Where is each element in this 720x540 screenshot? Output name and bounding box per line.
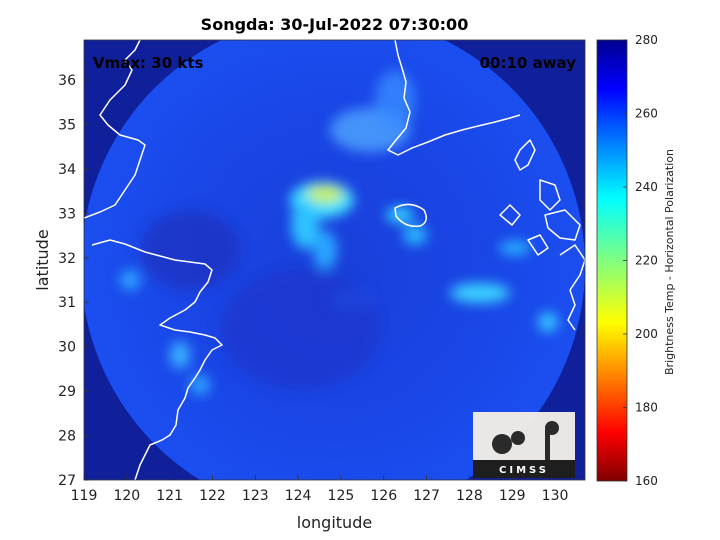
y-tick-label: 27 <box>58 473 76 489</box>
jeju-island <box>394 203 427 228</box>
coastlines <box>84 40 585 480</box>
y-tick-label: 32 <box>58 251 76 267</box>
x-axis-label: longitude <box>297 513 372 532</box>
y-axis-ticks: 27 28 29 30 31 32 33 34 35 36 <box>58 73 89 489</box>
southeast-cell <box>538 312 558 332</box>
spiral-arm-left <box>291 201 319 249</box>
x-tick-label: 126 <box>370 488 397 504</box>
x-axis-ticks: 119 120 121 122 123 124 125 126 127 128 129 130 <box>71 475 569 504</box>
colorbar-tick-label: 160 <box>635 474 658 488</box>
band-east-2 <box>403 225 427 245</box>
logo-text: CIMSS <box>499 465 549 476</box>
x-tick-label: 130 <box>542 488 569 504</box>
dark-left <box>140 210 240 290</box>
colorbar-tick-label: 260 <box>635 107 658 121</box>
colorbar-tick-label: 200 <box>635 327 658 341</box>
axes-box <box>83 39 586 481</box>
chart-title: Songda: 30-Jul-2022 07:30:00 <box>201 15 469 34</box>
y-tick-label: 30 <box>58 340 76 356</box>
vmax-annotation: Vmax: 30 kts <box>93 54 203 72</box>
logo-radar-dish <box>492 434 512 454</box>
y-tick-label: 29 <box>58 384 76 400</box>
logo-tower <box>545 430 550 462</box>
korea-coast <box>387 40 521 156</box>
y-tick-label: 31 <box>58 295 76 311</box>
x-tick-label: 128 <box>456 488 483 504</box>
japan-coast-2 <box>499 204 549 256</box>
x-tick-label: 129 <box>499 488 526 504</box>
dark-center <box>220 270 380 390</box>
x-tick-label: 120 <box>113 488 140 504</box>
west-cell-3 <box>190 375 210 395</box>
yellow-band-core <box>307 185 343 203</box>
colorbar-tick-label: 240 <box>635 180 658 194</box>
japan-coast <box>514 139 585 331</box>
colorbar-ticks: 160 180 200 220 240 260 280 <box>623 33 658 488</box>
china-coast <box>84 40 146 219</box>
x-tick-label: 125 <box>328 488 355 504</box>
west-cell-1 <box>120 270 140 290</box>
y-axis-label: latitude <box>33 229 52 290</box>
logo-ground <box>473 460 575 478</box>
colorbar-tick-label: 220 <box>635 254 658 268</box>
cimss-logo: CIMSS <box>473 412 575 478</box>
west-cell-2 <box>170 341 190 369</box>
x-tick-label: 123 <box>242 488 269 504</box>
eastern-band <box>450 283 510 303</box>
band-east-1 <box>386 207 414 223</box>
logo-radar-dish-2 <box>511 431 525 445</box>
colorbar-tick-label: 180 <box>635 401 658 415</box>
spiral-arm-lower <box>313 230 337 270</box>
x-tick-label: 121 <box>156 488 183 504</box>
y-tick-label: 33 <box>58 206 76 222</box>
y-tick-label: 34 <box>58 162 76 178</box>
x-tick-label: 122 <box>199 488 226 504</box>
colorbar-tick-label: 280 <box>635 33 658 47</box>
y-tick-label: 36 <box>58 73 76 89</box>
eastern-band-2 <box>499 241 531 255</box>
north-arc-blob-2 <box>375 70 415 130</box>
colorbar <box>596 39 628 482</box>
logo-tower-ball <box>545 421 559 435</box>
colorbar-label: Brightness Temp - Horizontal Polarizatio… <box>663 149 676 375</box>
x-tick-label: 119 <box>71 488 98 504</box>
y-tick-label: 35 <box>58 117 76 133</box>
yangtze-coast <box>91 239 223 480</box>
x-tick-label: 124 <box>285 488 312 504</box>
y-tick-label: 28 <box>58 429 76 445</box>
time-annotation: 00:10 away <box>480 54 577 72</box>
x-tick-label: 127 <box>413 488 440 504</box>
